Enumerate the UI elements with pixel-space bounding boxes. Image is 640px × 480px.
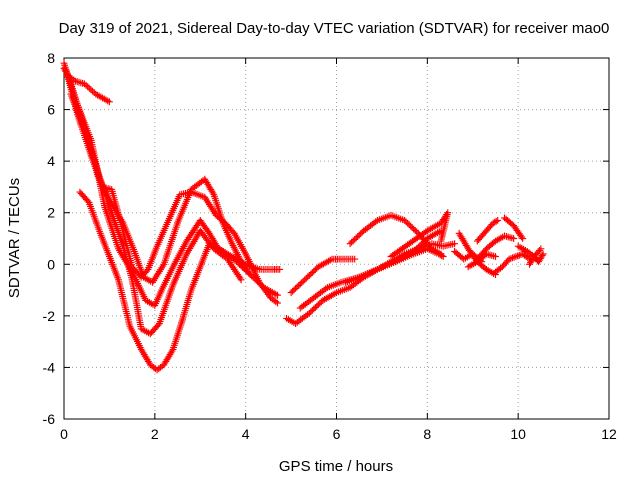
series-sat-k [342, 227, 445, 286]
series-markers [342, 227, 445, 286]
axis-ticks [63, 57, 610, 420]
series-markers [455, 229, 499, 278]
y-tick-label: 4 [47, 153, 55, 169]
gridlines [64, 58, 609, 419]
y-tick-label: 8 [47, 50, 55, 66]
series-markers [501, 214, 527, 242]
series-sat-l [387, 209, 452, 260]
x-tick-label: 8 [423, 426, 431, 442]
x-tick-label: 6 [333, 426, 341, 442]
series-markers [287, 255, 359, 297]
series-sat-m [455, 229, 499, 278]
series-markers [492, 250, 533, 276]
series-sat-q [473, 232, 517, 263]
series-markers [473, 232, 517, 263]
series-sat-s [492, 250, 533, 276]
axis-tick-labels: 0 2 4 6 8 10 12 -6 -4 -2 0 2 4 6 8 [43, 50, 617, 442]
series-markers [473, 217, 502, 245]
y-tick-label: -6 [43, 411, 56, 427]
x-tick-label: 2 [151, 426, 159, 442]
series-sat-i [287, 255, 359, 297]
x-tick-label: 0 [60, 426, 68, 442]
series-sat-p [473, 217, 502, 245]
series-sat-r [501, 214, 527, 242]
series-layer [60, 59, 547, 374]
series-sat-g [283, 240, 458, 327]
y-tick-label: 2 [47, 205, 55, 221]
y-axis-label: SDTVAR / TECUs [6, 178, 23, 298]
x-tick-label: 4 [242, 426, 250, 442]
series-sat-j [346, 211, 445, 258]
y-tick-label: -2 [43, 308, 56, 324]
chart-title: Day 319 of 2021, Sidereal Day-to-day VTE… [59, 20, 610, 37]
series-markers [283, 240, 458, 327]
series-sat-u [526, 250, 547, 268]
y-tick-label: -4 [43, 359, 56, 375]
series-markers [387, 209, 452, 260]
series-sat-f [76, 188, 281, 374]
y-tick-label: 0 [47, 256, 55, 272]
x-tick-label: 12 [601, 426, 617, 442]
series-markers [76, 188, 281, 374]
x-tick-label: 10 [510, 426, 526, 442]
x-axis-label: GPS time / hours [279, 458, 393, 475]
y-tick-label: 6 [47, 102, 55, 118]
series-markers [526, 250, 547, 268]
